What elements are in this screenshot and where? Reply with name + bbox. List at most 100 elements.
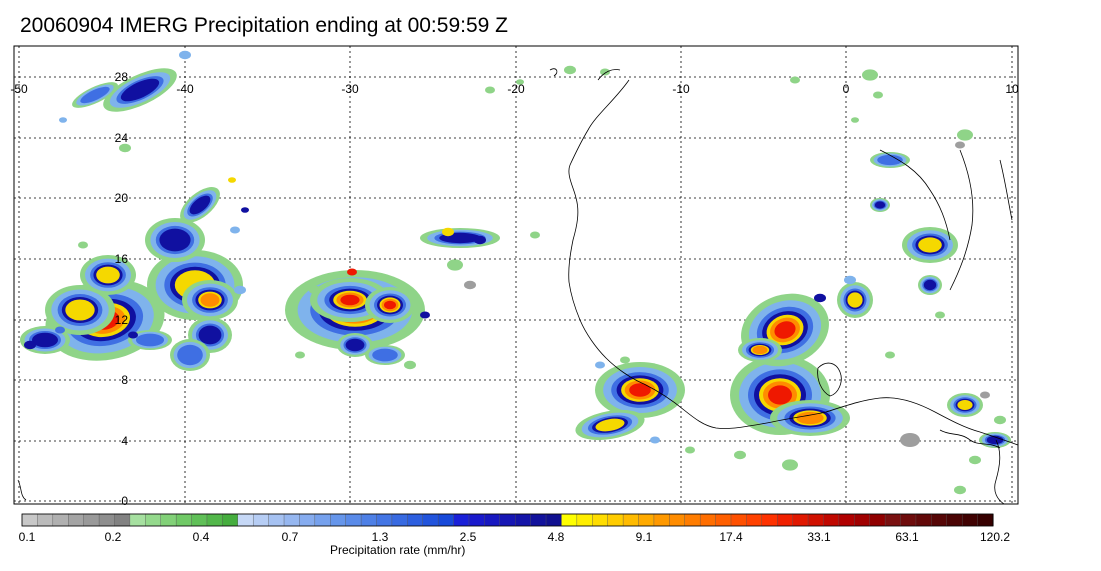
colorbar-swatch [545,513,563,527]
rain-speck [474,235,486,245]
rain-speck [78,241,88,249]
colorbar-swatch [561,513,578,527]
latitude-label: 12 [115,313,129,327]
rain-cell [918,275,942,295]
colorbar-swatch [330,513,347,527]
colorbar-swatch [175,513,193,527]
colorbar-swatch [222,513,239,527]
latitude-label: 24 [115,131,129,145]
rain-speck [954,485,966,495]
rain-speck [24,340,36,350]
colorbar-swatch [52,513,69,527]
colorbar-swatch [68,513,85,527]
precipitation-layer [20,50,1011,495]
colorbar-swatch [422,513,439,527]
rain-cell [870,152,910,168]
colorbar-swatch [360,513,378,527]
colorbar-swatch [699,513,717,527]
rain-speck [844,275,856,285]
latitude-label: 20 [115,191,129,205]
latitude-label: 4 [121,434,128,448]
colorbar-tick-labels: 0.1 0.2 0.4 0.7 1.3 2.5 4.8 9.1 17.4 33.1 63.1 120.… [19,530,1011,544]
colorbar-swatch [376,513,393,527]
rain-speck [241,207,249,213]
longitude-label: -10 [672,82,690,96]
colorbar-tick-label: 2.5 [460,530,477,544]
niger-delta-coast [939,429,1001,449]
rain-speck [447,259,463,271]
colorbar-swatch [114,513,131,527]
rain-cell [72,82,118,108]
colorbar-swatch [607,513,624,527]
colorbar-swatch [453,513,470,527]
rain-speck [900,433,920,447]
page-title: 20060904 IMERG Precipitation ending at 0… [20,14,508,37]
colorbar-swatch [98,513,116,527]
colorbar-label: Precipitation rate (mm/hr) [330,543,466,557]
rain-speck [234,285,246,295]
colorbar-swatch [715,513,732,527]
coastline-layer [17,68,1018,504]
rain-cell [738,338,782,362]
rain-speck [230,226,240,234]
colorbar-swatch [206,513,223,527]
rain-cell [595,362,685,418]
colorbar-swatch [21,513,39,527]
colorbar-swatch [314,513,331,527]
rain-speck [994,415,1006,425]
colorbar-tick-label: 33.1 [807,530,831,544]
colorbar-tick-label: 0.2 [105,530,122,544]
colorbar-swatch [391,513,408,527]
rain-cell [365,345,405,365]
colorbar-swatch [761,513,778,527]
rain-speck [347,268,357,276]
rain-speck [957,129,973,141]
colorbar-swatch [83,513,100,527]
colorbar-swatch [946,513,963,527]
colorbar-swatch [129,513,146,527]
rain-speck [404,360,416,370]
rain-speck [650,436,660,444]
rain-cell [420,228,500,248]
rain-speck [734,450,746,460]
rain-speck [530,231,540,239]
colorbar-swatch [530,513,547,527]
rain-speck [790,76,800,84]
rain-cell [45,285,115,335]
rain-speck [228,177,236,183]
colorbar-swatch [900,513,917,527]
colorbar-tick-label: 63.1 [895,530,919,544]
colorbar-swatch [407,513,424,527]
rain-speck [955,141,965,149]
lake-volta [817,362,842,397]
east-river [949,149,974,291]
cameroon-coast [994,439,1005,504]
rain-speck [782,459,798,471]
rain-cell [180,187,220,223]
colorbar-swatch [777,513,794,527]
longitude-labels: -50 -40 -30 -20 -10 0 10 [10,82,1019,96]
colorbar-swatch [484,513,501,527]
colorbar-outline [21,513,994,527]
rain-cell [170,339,210,371]
colorbar-swatch [299,513,316,527]
rain-speck [851,117,859,123]
longitude-label: 0 [843,82,850,96]
colorbar-swatch [792,513,809,527]
colorbar-swatch [437,513,455,527]
rain-speck [600,68,610,76]
cameroon-boundary [999,159,1013,221]
graticule [14,46,1018,504]
coastline-fragment [549,68,558,77]
colorbar-swatch [499,513,516,527]
colorbar-swatch [653,513,670,527]
colorbar-swatch [669,513,686,527]
latitude-labels: 28 24 20 16 12 8 4 0 [115,70,129,508]
colorbar-tick-label: 0.1 [19,530,36,544]
coastline-fragment [597,69,621,81]
rain-cell [979,432,1011,448]
colorbar-tick-label: 0.4 [193,530,210,544]
longitude-label: -50 [10,82,28,96]
rain-speck [55,326,65,334]
colorbar-swatch [638,513,655,527]
